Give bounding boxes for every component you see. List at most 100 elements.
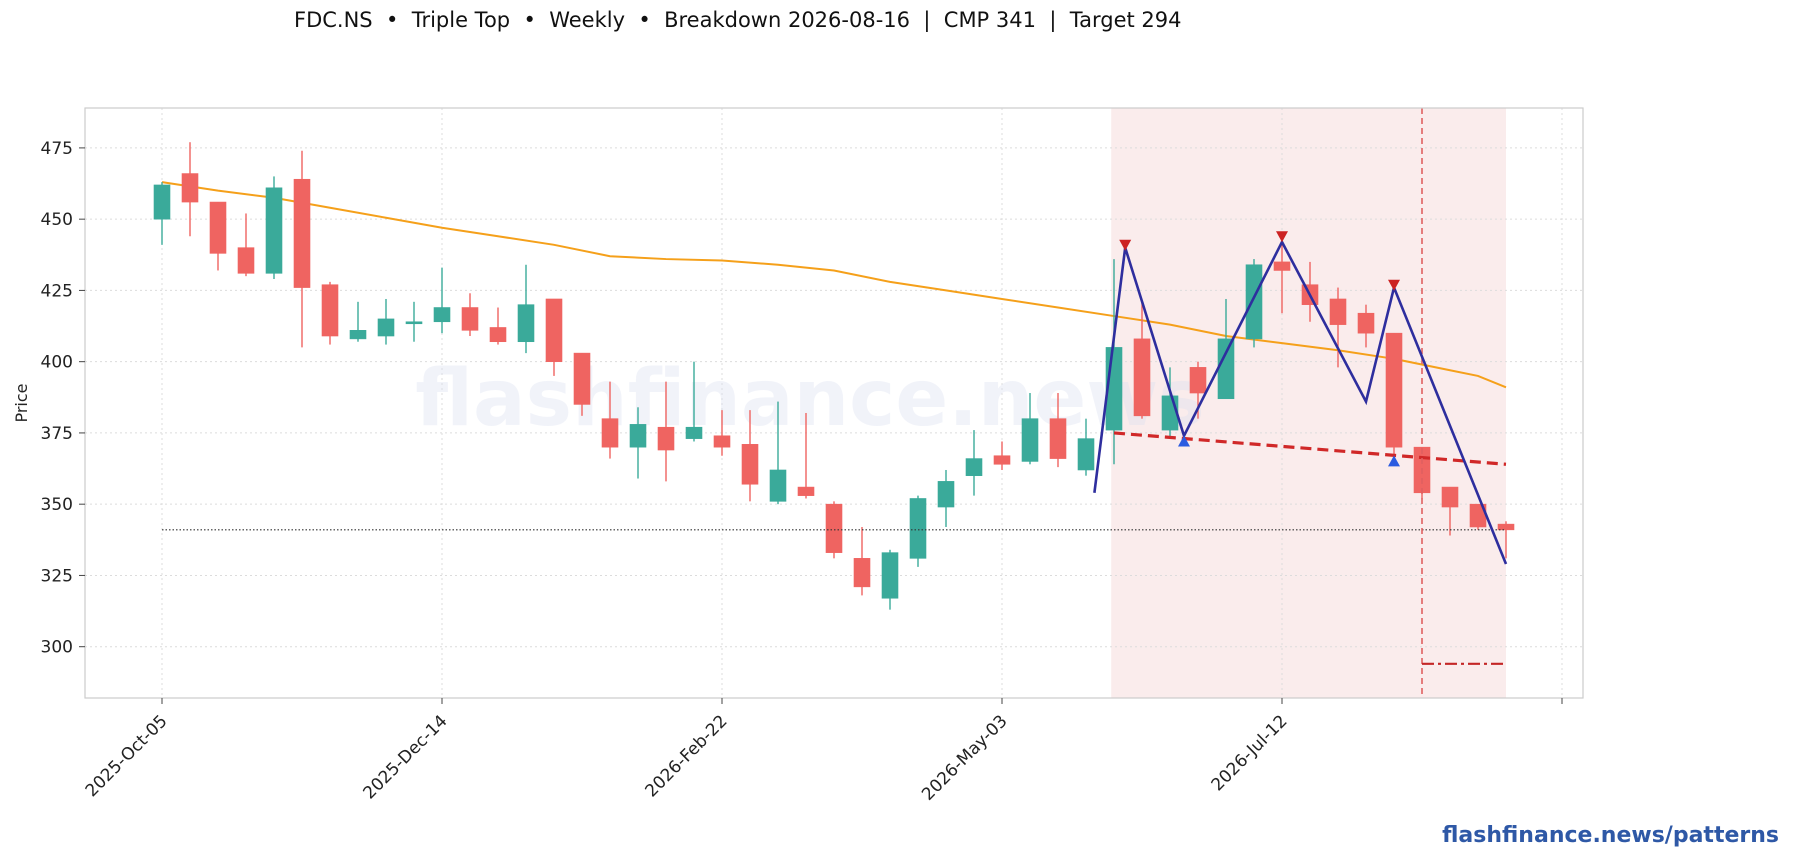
candle-body (293, 178, 311, 288)
candle-bearish (1329, 287, 1347, 368)
candle-bullish (1077, 418, 1095, 476)
candle-body (433, 307, 451, 323)
candle-body (685, 426, 703, 439)
candle-body (1273, 261, 1291, 271)
candle-bearish (181, 142, 199, 237)
x-tick-label: 2026-Feb-22 (642, 711, 732, 801)
candle-body (797, 486, 815, 496)
candle-body (405, 321, 423, 325)
candle-body (265, 187, 283, 274)
candle-bullish (265, 176, 283, 280)
candle-bullish (433, 267, 451, 334)
candle-body (461, 307, 479, 331)
y-tick-label: 450 (41, 210, 73, 230)
neckline (1113, 431, 1507, 466)
candle-body (237, 247, 255, 274)
candle-bearish (993, 441, 1011, 470)
candle-bullish (349, 301, 367, 342)
candle-body (349, 330, 367, 340)
y-tick-label: 325 (41, 566, 73, 586)
candle-body (937, 481, 955, 508)
footer-link[interactable]: flashfinance.news/patterns (1442, 823, 1779, 848)
candle-body (769, 469, 787, 502)
candle-bullish (909, 495, 927, 567)
candle-body (825, 503, 843, 553)
candle-bullish (881, 549, 899, 610)
y-tick-label: 375 (41, 424, 73, 444)
candle-body (741, 444, 759, 485)
candle-bearish (1273, 241, 1291, 314)
candle-body (1133, 338, 1151, 417)
candle-bullish (1021, 393, 1039, 465)
watermark: flashfinance.news (415, 354, 1205, 444)
candle-body (1441, 486, 1459, 508)
candle-body (1329, 298, 1347, 325)
candle-bearish (545, 298, 563, 376)
trough-marker (1178, 435, 1190, 447)
candle-body (153, 184, 171, 220)
candle-bearish (713, 410, 731, 456)
chart-title: FDC.NS • Triple Top • Weekly • Breakdown… (294, 8, 1182, 32)
candle-bearish (1049, 393, 1067, 468)
x-tick-label: 2026-May-03 (918, 711, 1011, 804)
moving-average-line (161, 181, 1507, 389)
peak-marker (1276, 231, 1288, 243)
candle-body (853, 558, 871, 588)
plot-frame (84, 107, 1584, 699)
x-tick-label: 2025-Dec-14 (360, 711, 452, 803)
y-axis-label: Price (12, 383, 31, 422)
moving-average-layer (161, 181, 1507, 389)
candle-bullish (517, 264, 535, 354)
grid-layer (85, 108, 1583, 698)
candle-body (1245, 264, 1263, 340)
candle-bearish (321, 281, 339, 345)
x-tick-label: 2025-Oct-05 (82, 711, 172, 801)
candle-bullish (965, 430, 983, 496)
candle-bearish (853, 526, 871, 596)
candle-body (1077, 438, 1095, 471)
candle-bullish (1245, 259, 1263, 348)
y-tick-label: 475 (41, 139, 73, 159)
candle-body (713, 435, 731, 448)
candle-bearish (293, 150, 311, 348)
candle-body (1049, 418, 1067, 459)
candle-body (881, 552, 899, 599)
candle-bearish (1497, 521, 1515, 559)
candle-body (909, 498, 927, 559)
candle-bearish (237, 213, 255, 277)
candle-body (657, 426, 675, 451)
candle-body (1189, 367, 1207, 394)
candle-bearish (601, 381, 619, 459)
candles-layer (153, 142, 1515, 610)
candle-body (1217, 338, 1235, 400)
candle-bullish (405, 301, 423, 342)
candle-bullish (685, 361, 703, 442)
trough-marker (1388, 455, 1400, 467)
candle-body (545, 298, 563, 362)
candle-body (1385, 332, 1403, 448)
candle-body (965, 458, 983, 476)
candle-body (321, 284, 339, 337)
candle-bearish (1133, 301, 1151, 419)
y-tick-label: 425 (41, 281, 73, 301)
x-tick-label: 2026-Jul-12 (1208, 711, 1292, 795)
candle-bearish (573, 352, 591, 416)
candle-bearish (209, 201, 227, 271)
candle-body (573, 352, 591, 405)
candle-bullish (937, 469, 955, 527)
candle-body (517, 304, 535, 343)
candle-body (629, 424, 647, 448)
candle-body (209, 201, 227, 254)
pattern-overlay-layer (162, 108, 1508, 698)
candle-bearish (797, 412, 815, 499)
candle-bearish (489, 307, 507, 345)
candle-bearish (1357, 304, 1375, 348)
candle-body (1497, 523, 1515, 531)
candle-body (489, 327, 507, 343)
candle-bullish (629, 407, 647, 479)
candle-body (993, 455, 1011, 465)
candle-bearish (461, 293, 479, 337)
candle-body (1021, 418, 1039, 462)
candle-bearish (1441, 486, 1459, 536)
